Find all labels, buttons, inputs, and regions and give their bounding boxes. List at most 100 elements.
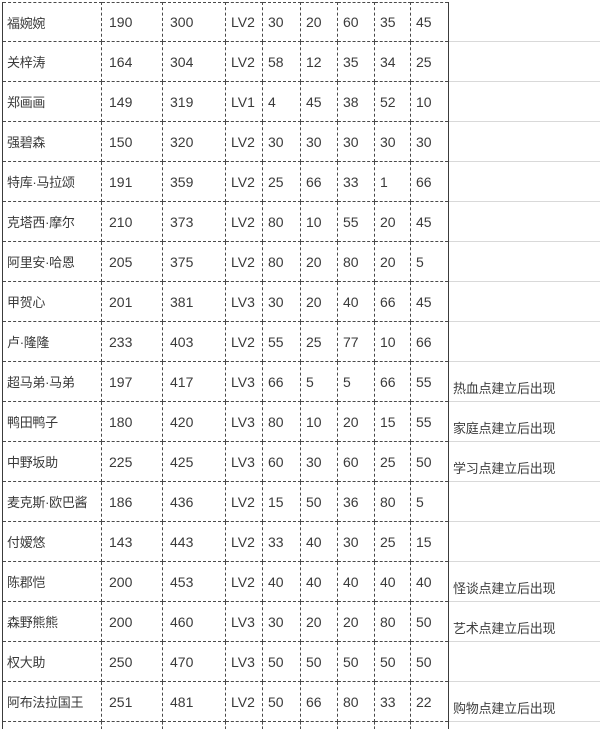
table-cell[interactable]: 436: [163, 482, 226, 522]
level-cell[interactable]: LV2: [226, 122, 263, 162]
table-cell[interactable]: 191: [102, 162, 163, 202]
row-note[interactable]: 家庭点建立后出现: [449, 402, 600, 442]
level-cell[interactable]: LV3: [226, 282, 263, 322]
name-cell[interactable]: 中野坂助: [3, 442, 102, 482]
table-cell[interactable]: 45: [411, 282, 448, 322]
name-cell[interactable]: 付嫒悠: [3, 522, 102, 562]
table-cell[interactable]: [411, 722, 448, 729]
name-cell[interactable]: 关梓涛: [3, 42, 102, 82]
table-cell[interactable]: 66: [301, 162, 338, 202]
level-cell[interactable]: LV3: [226, 402, 263, 442]
row-note[interactable]: 怪谈点建立后出现: [449, 562, 600, 602]
table-cell[interactable]: [163, 722, 226, 729]
table-cell[interactable]: 5: [338, 362, 375, 402]
level-cell[interactable]: LV2: [226, 242, 263, 282]
name-cell[interactable]: 陈郡恺: [3, 562, 102, 602]
table-cell[interactable]: 55: [263, 322, 301, 362]
table-cell[interactable]: 80: [338, 242, 375, 282]
row-note[interactable]: [449, 122, 600, 162]
table-cell[interactable]: [263, 722, 301, 729]
table-cell[interactable]: 180: [102, 402, 163, 442]
table-cell[interactable]: 10: [411, 82, 448, 122]
name-cell[interactable]: 卢·隆隆: [3, 322, 102, 362]
name-cell[interactable]: 麦克斯·欧巴酱: [3, 482, 102, 522]
table-cell[interactable]: 10: [301, 402, 338, 442]
table-cell[interactable]: 200: [102, 602, 163, 642]
table-cell[interactable]: 50: [411, 642, 448, 682]
table-cell[interactable]: 10: [301, 202, 338, 242]
table-cell[interactable]: 66: [375, 282, 411, 322]
table-cell[interactable]: 20: [375, 242, 411, 282]
table-cell[interactable]: 52: [375, 82, 411, 122]
table-cell[interactable]: 60: [338, 442, 375, 482]
table-cell[interactable]: 5: [301, 362, 338, 402]
table-cell[interactable]: 186: [102, 482, 163, 522]
table-cell[interactable]: 80: [375, 482, 411, 522]
table-cell[interactable]: 45: [301, 82, 338, 122]
name-cell[interactable]: [3, 722, 102, 729]
level-cell[interactable]: LV2: [226, 522, 263, 562]
name-cell[interactable]: 权大助: [3, 642, 102, 682]
table-cell[interactable]: 20: [338, 402, 375, 442]
level-cell[interactable]: LV1: [226, 82, 263, 122]
table-cell[interactable]: 20: [301, 282, 338, 322]
level-cell[interactable]: LV2: [226, 162, 263, 202]
table-cell[interactable]: 30: [338, 122, 375, 162]
table-cell[interactable]: 77: [338, 322, 375, 362]
table-cell[interactable]: 55: [411, 402, 448, 442]
table-cell[interactable]: 300: [163, 2, 226, 42]
table-cell[interactable]: 417: [163, 362, 226, 402]
table-cell[interactable]: 251: [102, 682, 163, 722]
row-note[interactable]: [449, 722, 600, 729]
table-cell[interactable]: 425: [163, 442, 226, 482]
table-cell[interactable]: 40: [301, 522, 338, 562]
table-cell[interactable]: 420: [163, 402, 226, 442]
table-cell[interactable]: [375, 722, 411, 729]
table-cell[interactable]: 10: [375, 322, 411, 362]
table-cell[interactable]: 210: [102, 202, 163, 242]
table-cell[interactable]: 66: [375, 362, 411, 402]
table-cell[interactable]: 205: [102, 242, 163, 282]
level-cell[interactable]: LV3: [226, 602, 263, 642]
table-cell[interactable]: 55: [338, 202, 375, 242]
table-cell[interactable]: 5: [411, 482, 448, 522]
table-cell[interactable]: 66: [301, 682, 338, 722]
level-cell[interactable]: LV2: [226, 482, 263, 522]
row-note[interactable]: 热血点建立后出现: [449, 362, 600, 402]
table-cell[interactable]: 320: [163, 122, 226, 162]
row-note[interactable]: [449, 642, 600, 682]
table-cell[interactable]: 40: [263, 562, 301, 602]
table-cell[interactable]: 60: [263, 442, 301, 482]
table-cell[interactable]: 40: [338, 282, 375, 322]
level-cell[interactable]: LV3: [226, 442, 263, 482]
table-cell[interactable]: 5: [411, 242, 448, 282]
table-cell[interactable]: [338, 722, 375, 729]
table-cell[interactable]: 30: [301, 122, 338, 162]
table-cell[interactable]: 50: [411, 602, 448, 642]
table-cell[interactable]: 45: [411, 202, 448, 242]
name-cell[interactable]: 福婉婉: [3, 2, 102, 42]
table-cell[interactable]: 30: [375, 122, 411, 162]
table-cell[interactable]: 55: [411, 362, 448, 402]
table-cell[interactable]: 20: [301, 242, 338, 282]
row-note[interactable]: [449, 82, 600, 122]
row-note[interactable]: 购物点建立后出现: [449, 682, 600, 722]
level-cell[interactable]: LV2: [226, 2, 263, 42]
table-cell[interactable]: 35: [338, 42, 375, 82]
table-cell[interactable]: 50: [263, 682, 301, 722]
table-cell[interactable]: 201: [102, 282, 163, 322]
table-cell[interactable]: 470: [163, 642, 226, 682]
table-cell[interactable]: 50: [411, 442, 448, 482]
name-cell[interactable]: 郑画画: [3, 82, 102, 122]
table-cell[interactable]: 30: [411, 122, 448, 162]
table-cell[interactable]: 33: [375, 682, 411, 722]
table-cell[interactable]: 12: [301, 42, 338, 82]
name-cell[interactable]: 强碧森: [3, 122, 102, 162]
table-cell[interactable]: 304: [163, 42, 226, 82]
table-cell[interactable]: 481: [163, 682, 226, 722]
table-cell[interactable]: 38: [338, 82, 375, 122]
name-cell[interactable]: 阿里安·哈恩: [3, 242, 102, 282]
row-note[interactable]: [449, 242, 600, 282]
level-cell[interactable]: [226, 722, 263, 729]
table-cell[interactable]: 66: [263, 362, 301, 402]
